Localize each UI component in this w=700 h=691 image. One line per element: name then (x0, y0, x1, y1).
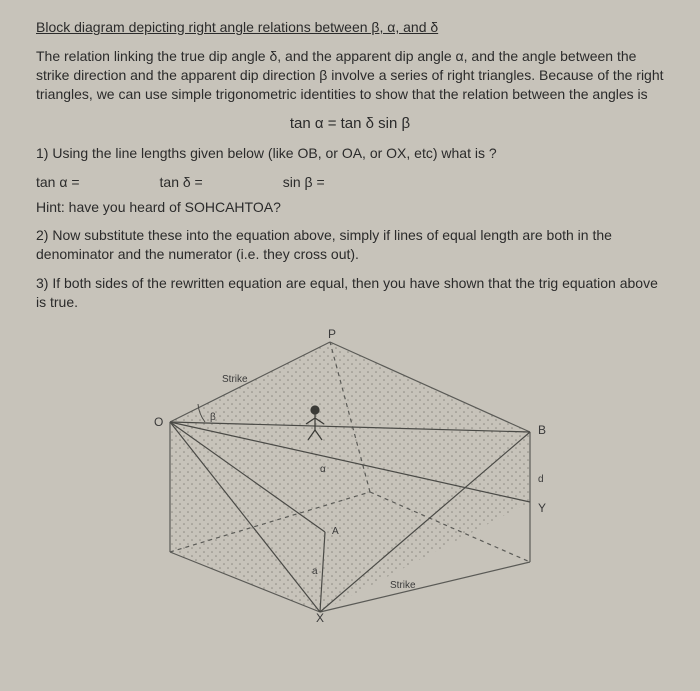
title: Block diagram depicting right angle rela… (36, 18, 664, 37)
tan-alpha-label: tan α = (36, 173, 80, 192)
label-P: P (328, 327, 336, 341)
hint: Hint: have you heard of SOHCAHTOA? (36, 198, 664, 217)
label-alpha: α (320, 464, 326, 475)
question-3: 3) If both sides of the rewritten equati… (36, 274, 664, 312)
intro-paragraph: The relation linking the true dip angle … (36, 47, 664, 104)
label-Y: Y (538, 501, 546, 515)
label-strike-2: Strike (390, 580, 416, 591)
label-B: B (538, 423, 546, 437)
label-d: d (538, 474, 544, 485)
label-a-lower: a (312, 566, 318, 577)
label-strike-1: Strike (222, 374, 248, 385)
main-equation: tan α = tan δ sin β (36, 114, 664, 134)
sin-beta-label: sin β = (283, 173, 325, 192)
label-O: O (154, 415, 163, 429)
question-2: 2) Now substitute these into the equatio… (36, 226, 664, 264)
label-A: A (332, 526, 339, 537)
block-diagram: O P B Y X A a d α Strike Strike β (110, 322, 590, 622)
label-X: X (316, 611, 324, 622)
label-beta: β (210, 412, 216, 423)
question-1: 1) Using the line lengths given below (l… (36, 144, 664, 163)
tan-delta-label: tan δ = (160, 173, 203, 192)
